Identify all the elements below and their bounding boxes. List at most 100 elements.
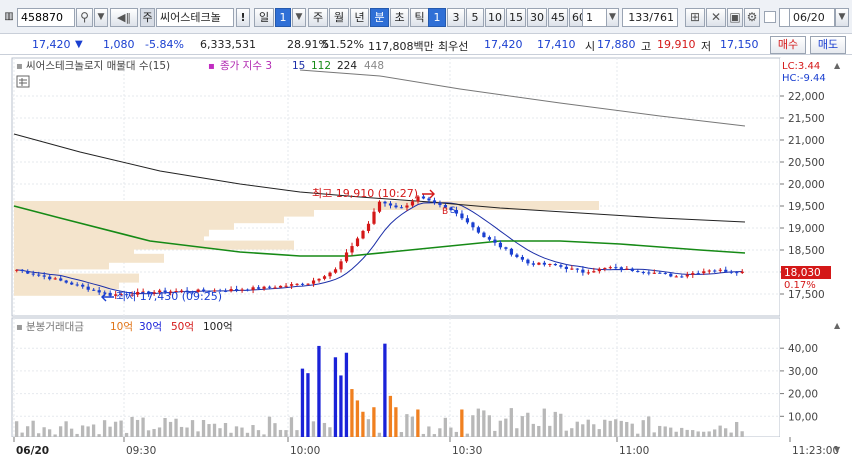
gear-icon[interactable]: ⚙: [744, 8, 760, 27]
stock-badge: 주: [140, 8, 155, 27]
tab-second[interactable]: 초: [390, 8, 409, 27]
price-panel: [11, 57, 781, 317]
interval-30[interactable]: 30: [527, 8, 547, 27]
volume-bar: [295, 430, 299, 437]
chart-area[interactable]: 22,000 21,500 21,000 20,500 20,000 19,500 19,0…: [0, 56, 852, 459]
candle-body: [636, 270, 640, 272]
candle-body: [740, 271, 744, 273]
tab-tick[interactable]: 틱: [410, 8, 429, 27]
candle-body: [180, 290, 184, 292]
candle-body: [372, 211, 376, 224]
interval-3[interactable]: 3: [447, 8, 465, 27]
tab-year[interactable]: 년: [350, 8, 369, 27]
candle-body: [504, 247, 508, 249]
candle-body: [586, 272, 590, 274]
candle-body: [531, 263, 535, 265]
candle-body: [471, 222, 475, 228]
candle-body: [493, 239, 497, 243]
volume-bar: [553, 411, 557, 437]
chart-canvas[interactable]: 22,000 21,500 21,000 20,500 20,000 19,500 19,0…: [0, 56, 852, 459]
alert-button[interactable]: !: [236, 8, 250, 27]
tab-minute[interactable]: 분: [370, 8, 389, 27]
volume-bar: [663, 426, 667, 437]
open-price: 17,880: [597, 38, 636, 51]
volume-bar: [515, 428, 519, 437]
buy-button[interactable]: 매수: [770, 36, 806, 54]
search-icon[interactable]: ⚲: [76, 8, 93, 27]
candle-body: [322, 276, 327, 279]
volume-bar: [482, 410, 486, 437]
candle-body: [20, 269, 24, 272]
candle-body: [234, 289, 239, 291]
draw-tool-icon[interactable]: ✕: [706, 8, 726, 27]
range-field[interactable]: 133/761: [622, 8, 678, 27]
interval-45[interactable]: 45: [548, 8, 568, 27]
volume-bar: [509, 408, 513, 437]
volume-bar: [306, 373, 310, 437]
volume-bar: [487, 415, 491, 437]
stock-code-input[interactable]: [17, 8, 75, 27]
volume-bar: [658, 425, 662, 437]
candle-body: [245, 289, 250, 291]
interval-10[interactable]: 10: [485, 8, 505, 27]
candle-body: [284, 285, 288, 287]
candle-body: [317, 278, 321, 281]
volume-bar: [42, 427, 46, 437]
candle-body: [641, 271, 645, 273]
scroll-up-icon[interactable]: ▲: [834, 61, 841, 70]
volume-bar: [603, 419, 607, 437]
table-icon[interactable]: [16, 75, 30, 88]
sell-button[interactable]: 매도: [810, 36, 846, 54]
candle-body: [366, 223, 371, 231]
save-icon[interactable]: ▣: [727, 8, 743, 27]
candle-body: [575, 268, 579, 270]
candle-body: [355, 238, 360, 247]
date-input[interactable]: 06/20: [789, 8, 835, 27]
interval-15[interactable]: 15: [506, 8, 526, 27]
candle-body: [224, 290, 228, 292]
candle-body: [515, 254, 519, 257]
volume-bar: [229, 432, 233, 437]
period-value[interactable]: 1: [275, 8, 291, 27]
interval-1[interactable]: 1: [428, 8, 446, 27]
volume-bar: [185, 427, 189, 437]
volume-bar: [31, 420, 35, 437]
candle-body: [564, 266, 568, 270]
count-chevron-down-icon[interactable]: ▼: [606, 8, 619, 27]
volume-scroll-up-icon[interactable]: ▲: [834, 321, 841, 330]
candle-body: [482, 232, 486, 238]
high-annotation: 최고 19,910 (10:27): [312, 187, 418, 200]
candle-body: [520, 256, 525, 260]
price-legend-name: 씨어스테크놀로지 매물대 수(15): [26, 60, 170, 72]
interval-5[interactable]: 5: [466, 8, 484, 27]
volume-bar: [570, 428, 574, 437]
date-chevron-down-icon[interactable]: ▼: [835, 8, 849, 27]
tab-month[interactable]: 월: [329, 8, 349, 27]
stock-name-field[interactable]: 씨어스테크놀: [156, 8, 234, 27]
candle-body: [59, 278, 63, 281]
candle-body: [147, 291, 151, 294]
candle-body: [125, 294, 129, 296]
volume-bar: [476, 408, 480, 437]
period-chevron-down-icon[interactable]: ▼: [292, 8, 306, 27]
date-checkbox[interactable]: [764, 11, 776, 23]
volume-bar: [135, 419, 140, 437]
candle-body: [262, 286, 266, 289]
volume-bar: [152, 428, 156, 437]
speaker-icon[interactable]: ◀‖: [110, 8, 138, 27]
crosshair-icon[interactable]: ⊞: [685, 8, 705, 27]
chevron-down-icon[interactable]: ▼: [94, 8, 108, 27]
volume-bar: [212, 423, 217, 437]
scroll-down-icon[interactable]: ▼: [834, 445, 841, 454]
volume-bar: [504, 418, 508, 437]
period-day-button[interactable]: 일: [254, 8, 274, 27]
low-label: 저: [701, 40, 712, 53]
volume-bar: [647, 416, 651, 437]
best-ask: 17,420: [484, 38, 523, 51]
grip-icon[interactable]: ▥: [4, 11, 14, 22]
candle-body: [185, 290, 189, 292]
tab-week[interactable]: 주: [308, 8, 328, 27]
candle-body: [476, 227, 481, 233]
candle-body: [42, 275, 46, 277]
volume-bar: [526, 412, 530, 437]
